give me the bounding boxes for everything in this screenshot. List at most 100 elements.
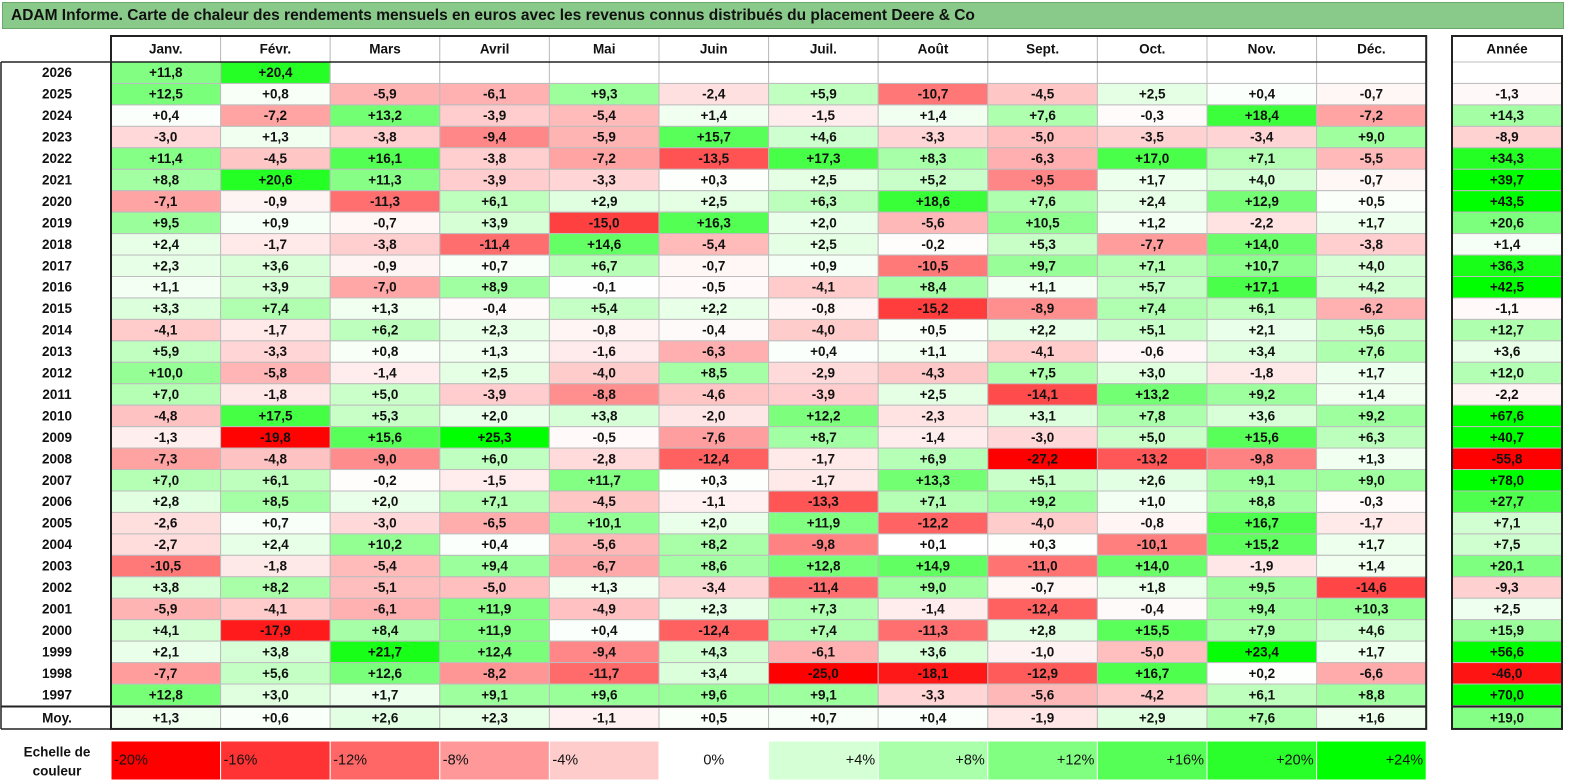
cell-value-label: +18,6 — [916, 194, 951, 209]
cell-value-label: +2,5 — [920, 387, 947, 402]
scale-swatch — [1316, 740, 1427, 781]
cell-value-label: +8,2 — [262, 580, 289, 595]
cell-value-label: -0,7 — [373, 215, 396, 230]
cell-value-label: -4,9 — [593, 601, 616, 616]
cell-value-label: -0,6 — [1141, 344, 1165, 359]
cell-value-label: -8,8 — [593, 387, 617, 402]
cell-value-label: +0,4 — [810, 344, 837, 359]
cell-value-label: +11,8 — [149, 65, 183, 80]
cell-value-label: +14,0 — [1245, 237, 1279, 252]
scale-swatch — [1096, 740, 1208, 781]
cell-value-label: +2,5 — [1139, 87, 1166, 102]
cell-value-label: +0,4 — [920, 711, 947, 726]
cell-value-label: -11,7 — [589, 666, 619, 681]
row-year-label: 2000 — [42, 623, 72, 638]
cell-value-label: +7,6 — [1248, 711, 1275, 726]
annual-value-label: -2,2 — [1495, 387, 1518, 402]
column-header-label: Févr. — [260, 42, 292, 57]
cell-value-label: -4,5 — [264, 151, 288, 166]
cell-value-label: -6,1 — [483, 87, 507, 102]
cell-value-label: +5,1 — [1029, 473, 1056, 488]
scale-swatch-label: -4% — [552, 753, 578, 769]
cell-value-label: +17,5 — [258, 408, 293, 423]
scale-label-line1: Echelle de — [24, 745, 91, 760]
row-year-label: 2017 — [42, 258, 72, 273]
cell-value-label: -7,2 — [264, 108, 287, 123]
cell-value-label: +8,8 — [1358, 687, 1385, 702]
annual-value-label: +20,6 — [1490, 215, 1525, 230]
cell-value-label: -2,9 — [812, 366, 835, 381]
cell-value-label: -4,1 — [812, 280, 836, 295]
row-year-label: 2025 — [42, 87, 73, 102]
cell-value-label: -0,3 — [1360, 494, 1384, 509]
cell-value-label: +6,9 — [920, 451, 947, 466]
cell-value-label: +0,9 — [810, 258, 837, 273]
cell-value-label: -9,8 — [1250, 451, 1274, 466]
cell-value-label: +3,8 — [591, 408, 618, 423]
cell-value-label: -4,8 — [154, 408, 178, 423]
cell-value-label: +2,9 — [1139, 711, 1166, 726]
row-year-label: 2011 — [42, 387, 72, 402]
heatmap-cell — [439, 61, 550, 84]
annual-value-label: +40,7 — [1490, 430, 1524, 445]
cell-value-label: -0,7 — [702, 258, 725, 273]
cell-value-label: -0,8 — [812, 301, 836, 316]
cell-value-label: +10,2 — [368, 537, 402, 552]
cell-value-label: -1,9 — [1031, 711, 1054, 726]
cell-value-label: +0,4 — [481, 537, 508, 552]
cell-value-label: -3,0 — [1031, 430, 1054, 445]
cell-value-label: +17,0 — [1135, 151, 1169, 166]
cell-value-label: +9,6 — [700, 687, 727, 702]
cell-value-label: +9,5 — [152, 215, 179, 230]
cell-value-label: +7,3 — [810, 601, 837, 616]
cell-value-label: +9,0 — [920, 580, 947, 595]
cell-value-label: -14,6 — [1356, 580, 1387, 595]
month-grid-frame — [110, 35, 1428, 730]
cell-value-label: +25,3 — [478, 430, 513, 445]
column-header-label: Oct. — [1139, 42, 1165, 57]
row-year-label: 2001 — [42, 601, 73, 616]
cell-value-label: +11,9 — [478, 601, 511, 616]
cell-value-label: +1,7 — [1358, 366, 1385, 381]
cell-value-label: -17,9 — [260, 623, 291, 638]
cell-value-label: -0,2 — [373, 473, 396, 488]
cell-value-label: -1,5 — [812, 108, 836, 123]
cell-value-label: +3,1 — [1029, 408, 1056, 423]
cell-value-label: +12,9 — [1245, 194, 1279, 209]
cell-value-label: -0,5 — [702, 280, 726, 295]
cell-value-label: +1,1 — [1029, 280, 1056, 295]
cell-value-label: +9,2 — [1248, 387, 1275, 402]
cell-value-label: -2,6 — [154, 516, 178, 531]
cell-value-label: +11,9 — [478, 623, 511, 638]
cell-value-label: -12,9 — [1027, 666, 1058, 681]
cell-value-label: -5,6 — [1031, 687, 1055, 702]
scale-swatch-label: +24% — [1386, 753, 1424, 769]
annual-value-label: +12,0 — [1490, 366, 1524, 381]
cell-value-label: +20,6 — [258, 172, 293, 187]
scale-swatch — [658, 740, 770, 781]
row-year-label: 2003 — [42, 559, 73, 574]
cell-value-label: +2,2 — [1029, 323, 1056, 338]
heatmap-cell — [548, 61, 660, 84]
cell-value-label: -0,2 — [921, 237, 944, 252]
cell-value-label: +6,1 — [1248, 687, 1275, 702]
cell-value-label: +1,1 — [920, 344, 947, 359]
cell-value-label: -8,9 — [1031, 301, 1054, 316]
cell-value-label: -2,2 — [1250, 215, 1273, 230]
heatmap-cell — [658, 61, 770, 84]
cell-value-label: -12,4 — [1027, 601, 1058, 616]
cell-value-label: -6,1 — [812, 644, 836, 659]
cell-value-label: +23,4 — [1245, 644, 1280, 659]
cell-value-label: +5,7 — [1139, 280, 1166, 295]
cell-value-label: +4,1 — [152, 623, 179, 638]
cell-value-label: -1,5 — [483, 473, 507, 488]
cell-value-label: +7,4 — [262, 301, 289, 316]
cell-value-label: -9,4 — [483, 130, 507, 145]
cell-value-label: +3,0 — [1139, 366, 1166, 381]
cell-value-label: +14,6 — [587, 237, 622, 252]
cell-value-label: -9,5 — [1031, 172, 1055, 187]
cell-value-label: +0,9 — [262, 215, 289, 230]
cell-value-label: -0,1 — [593, 280, 617, 295]
cell-value-label: -1,0 — [1031, 644, 1054, 659]
cell-value-label: +3,4 — [1248, 344, 1275, 359]
